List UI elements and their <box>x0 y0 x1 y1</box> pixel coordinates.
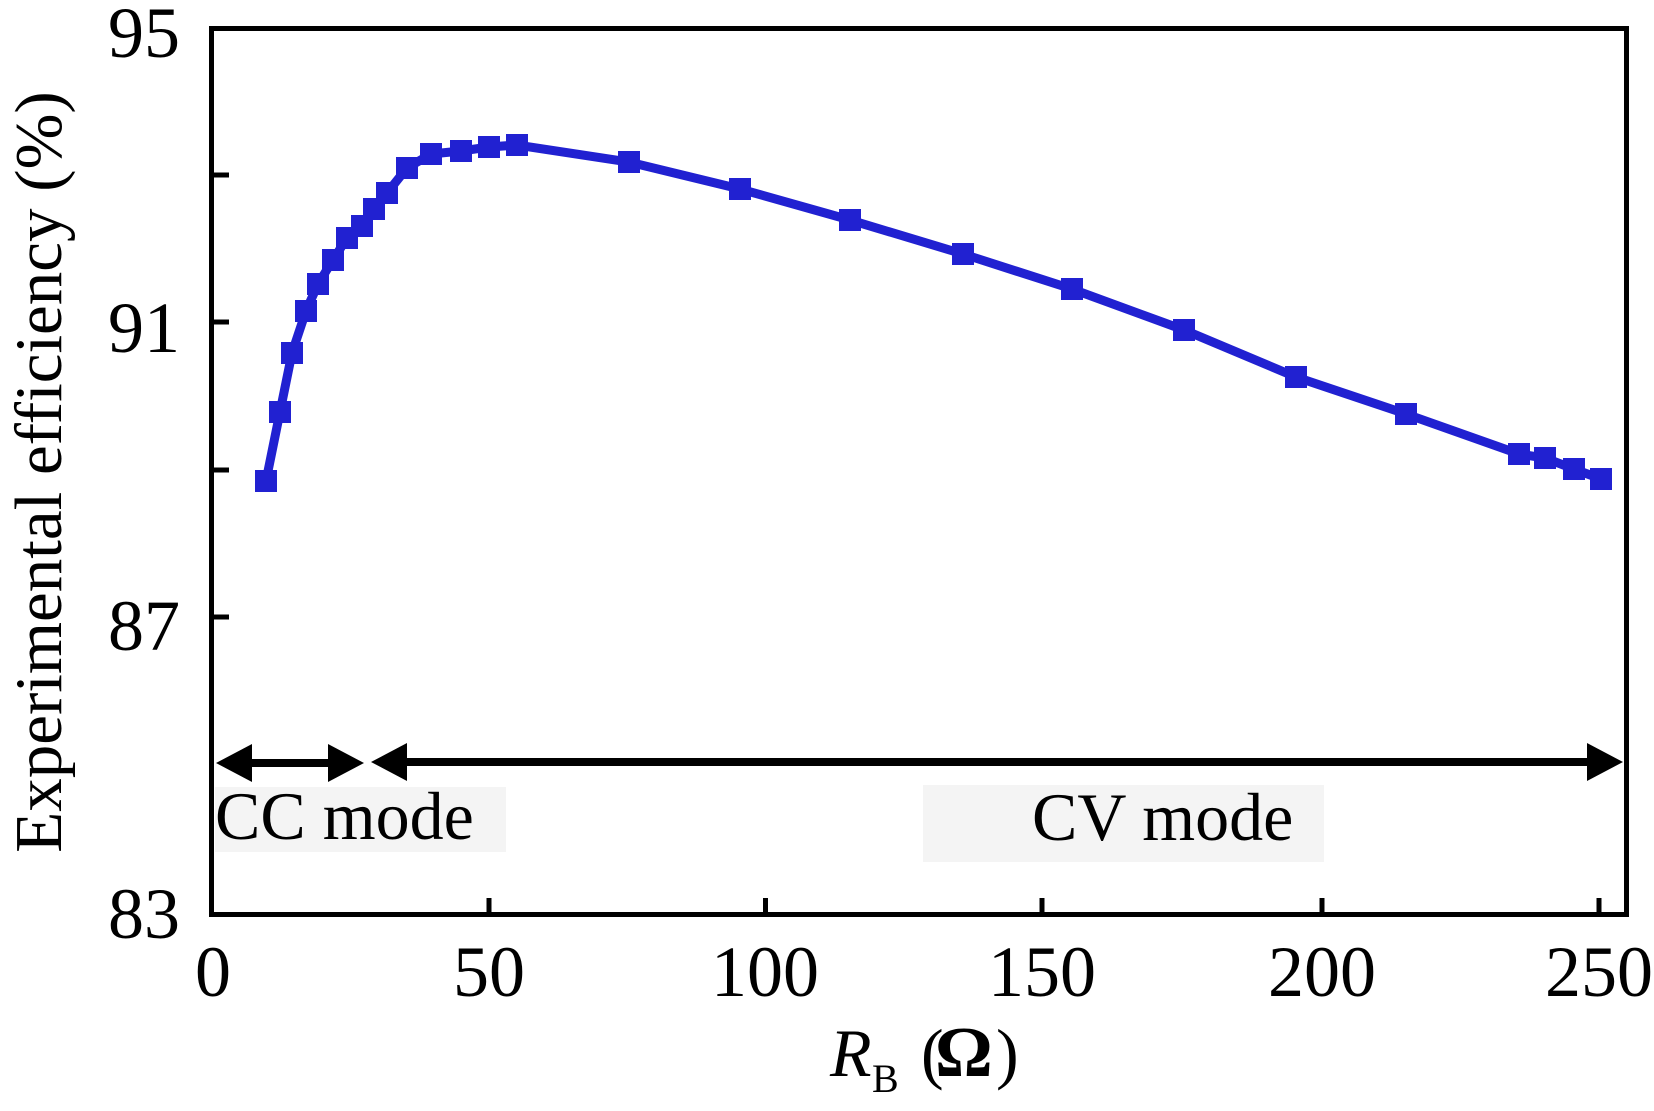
svg-text:Experimental efficiency (%): Experimental efficiency (%) <box>2 91 76 852</box>
svg-text:83: 83 <box>108 874 180 954</box>
svg-text:CC mode: CC mode <box>215 778 474 854</box>
svg-text:RB(Ω): RB (Ω) <box>829 1012 1019 1101</box>
svg-text:CV mode: CV mode <box>1032 779 1293 855</box>
svg-text:150: 150 <box>988 932 1096 1012</box>
svg-text:100: 100 <box>711 932 819 1012</box>
svg-text:87: 87 <box>108 586 180 666</box>
svg-text:50: 50 <box>453 932 525 1012</box>
svg-text:0: 0 <box>195 932 231 1012</box>
svg-text:91: 91 <box>108 288 180 368</box>
svg-text:95: 95 <box>108 0 180 73</box>
svg-text:200: 200 <box>1268 932 1376 1012</box>
svg-text:250: 250 <box>1545 932 1653 1012</box>
